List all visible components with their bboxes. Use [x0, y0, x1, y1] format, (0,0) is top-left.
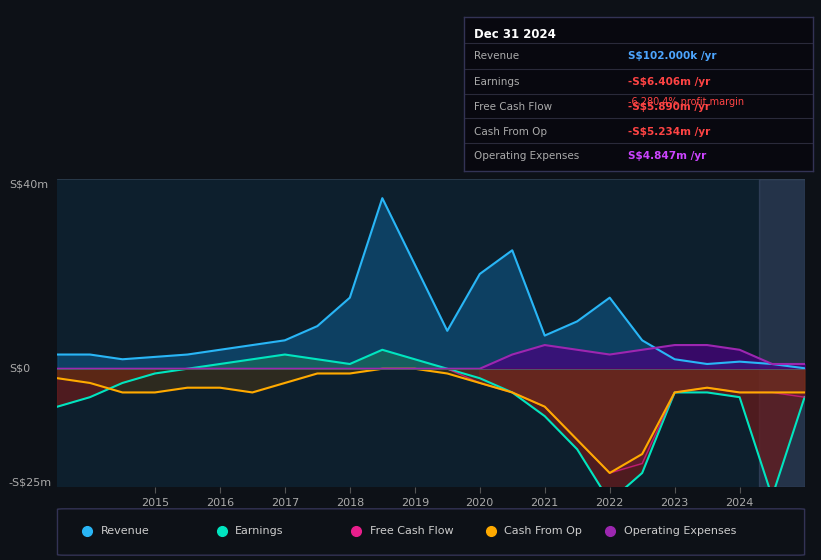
Text: -S$5.890m /yr: -S$5.890m /yr: [628, 102, 710, 112]
Text: Operating Expenses: Operating Expenses: [624, 526, 736, 536]
Text: Revenue: Revenue: [475, 51, 520, 61]
Text: -6,280.4% profit margin: -6,280.4% profit margin: [628, 97, 744, 108]
Bar: [759, 179, 805, 487]
Text: -S$25m: -S$25m: [9, 477, 52, 487]
Text: Earnings: Earnings: [236, 526, 284, 536]
Text: -S$5.234m /yr: -S$5.234m /yr: [628, 127, 710, 137]
Text: Operating Expenses: Operating Expenses: [475, 151, 580, 161]
Text: Earnings: Earnings: [475, 77, 520, 87]
Text: Free Cash Flow: Free Cash Flow: [369, 526, 453, 536]
Text: S$0: S$0: [9, 363, 30, 374]
Text: -S$6.406m /yr: -S$6.406m /yr: [628, 77, 710, 87]
Text: S$102.000k /yr: S$102.000k /yr: [628, 51, 717, 61]
Text: Dec 31 2024: Dec 31 2024: [475, 27, 556, 40]
Text: Cash From Op: Cash From Op: [504, 526, 582, 536]
Text: S$40m: S$40m: [9, 179, 48, 189]
Text: Revenue: Revenue: [101, 526, 149, 536]
Text: S$4.847m /yr: S$4.847m /yr: [628, 151, 706, 161]
Text: Free Cash Flow: Free Cash Flow: [475, 102, 553, 112]
Text: Cash From Op: Cash From Op: [475, 127, 548, 137]
